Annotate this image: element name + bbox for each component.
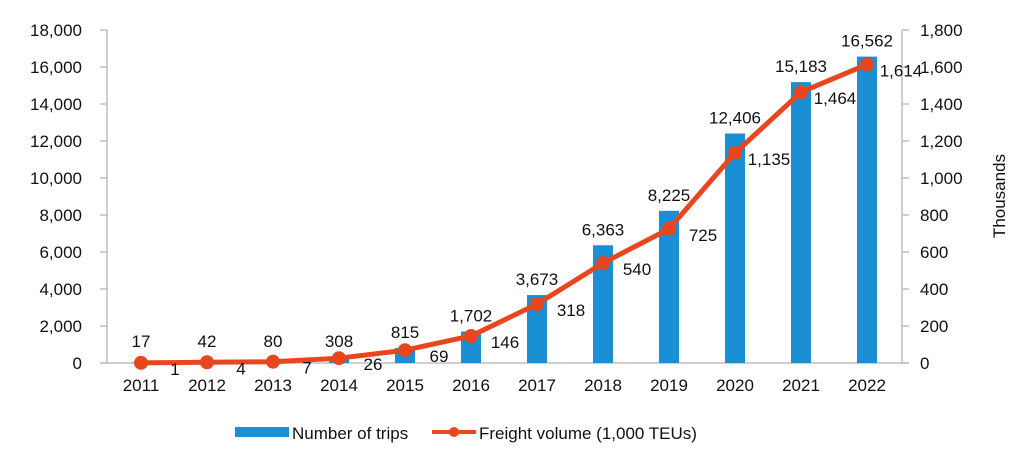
bar: [791, 82, 811, 363]
bar-data-label: 15,183: [775, 57, 827, 76]
freight-marker: [530, 297, 544, 312]
y-tick-label: 18,000: [30, 21, 82, 40]
y2-axis-title: Thousands: [990, 154, 1009, 238]
line-data-label: 26: [364, 355, 383, 374]
y-tick-label: 6,000: [39, 243, 82, 262]
line-data-label: 1,135: [748, 150, 791, 169]
y2-tick-label: 1,200: [920, 132, 963, 151]
legend-swatch-trips: [235, 427, 289, 437]
x-tick-label: 2019: [650, 376, 688, 395]
freight-marker: [200, 355, 214, 370]
bar-data-label: 3,673: [516, 270, 559, 289]
data-labels: 17 42 80 308 8151,7023,6736,3638,22512,40615…: [132, 32, 923, 379]
y2-tick-label: 1,000: [920, 169, 963, 188]
freight-marker: [596, 256, 610, 271]
bar-data-label: 8,225: [648, 186, 691, 205]
y2-tick-label: 800: [920, 206, 948, 225]
legend-label-trips: Number of trips: [292, 424, 408, 443]
y2-tick-label: 1,800: [920, 21, 963, 40]
y-tick-label: 4,000: [39, 280, 82, 299]
legend-label-freight: Freight volume (1,000 TEUs): [479, 424, 697, 443]
y2-tick-label: 1,400: [920, 95, 963, 114]
x-tick-label: 2014: [320, 376, 358, 395]
legend-swatch-freight-marker: [449, 427, 459, 437]
line-data-label: 1: [170, 360, 179, 379]
line-data-label: 4: [236, 359, 245, 378]
freight-marker: [662, 221, 676, 236]
line-data-label: 7: [302, 359, 311, 378]
freight-marker: [728, 146, 742, 161]
x-tick-label: 2016: [452, 376, 490, 395]
y2-tick-label: 200: [920, 317, 948, 336]
x-tick-label: 2022: [848, 376, 886, 395]
line-data-label: 1,464: [814, 89, 857, 108]
freight-marker: [332, 351, 346, 366]
x-tick-label: 2015: [386, 376, 424, 395]
x-tick-label: 2012: [188, 376, 226, 395]
bar-data-label: 12,406: [709, 108, 761, 127]
bar: [659, 210, 679, 363]
bar-data-label: 6,363: [582, 220, 625, 239]
y-tick-label: 14,000: [30, 95, 82, 114]
bar: [857, 56, 877, 364]
y2-tick-label: 0: [920, 354, 929, 373]
line-data-label: 1,614: [880, 61, 923, 80]
x-tick-label: 2021: [782, 376, 820, 395]
x-tick-label: 2017: [518, 376, 556, 395]
freight-marker: [134, 355, 148, 370]
y2-tick-label: 400: [920, 280, 948, 299]
y-tick-label: 12,000: [30, 132, 82, 151]
freight-marker: [266, 354, 280, 369]
bar: [725, 133, 745, 363]
line-data-label: 69: [430, 347, 449, 366]
bar: [593, 245, 613, 363]
line-data-label: 540: [623, 260, 651, 279]
x-tick-label: 2011: [123, 376, 160, 395]
bar-data-label: 42: [198, 332, 217, 351]
x-tick-label: 2020: [716, 376, 754, 395]
axes: 0 2,000 4,000 6,000 8,000 10,000 12,000 14,000 1…: [30, 21, 963, 395]
freight-line: [140, 62, 868, 366]
y2-tick-label: 600: [920, 243, 948, 262]
line-series: [134, 57, 874, 370]
bar: [527, 295, 547, 363]
bar-data-label: 17: [132, 332, 151, 351]
y-tick-label: 0: [73, 354, 82, 373]
bar-data-label: 308: [325, 332, 353, 351]
y-tick-label: 8,000: [39, 206, 82, 225]
freight-marker: [794, 85, 808, 100]
bar-data-label: 80: [264, 332, 283, 351]
freight-marker: [860, 57, 874, 72]
freight-marker: [464, 328, 478, 343]
y-tick-label: 2,000: [39, 317, 82, 336]
line-data-label: 146: [491, 333, 519, 352]
line-data-label: 725: [689, 226, 717, 245]
legend: Number of trips Freight volume (1,000 TE…: [235, 424, 697, 443]
bar-data-label: 815: [391, 323, 419, 342]
bar-data-label: 16,562: [841, 32, 893, 51]
x-tick-label: 2018: [584, 376, 622, 395]
bar-data-label: 1,702: [450, 307, 493, 326]
freight-marker: [398, 343, 412, 358]
y-tick-label: 10,000: [30, 169, 82, 188]
line-data-label: 318: [557, 301, 585, 320]
y-tick-label: 16,000: [30, 58, 82, 77]
y2-tick-label: 1,600: [920, 58, 963, 77]
bars: [131, 56, 877, 364]
x-tick-label: 2013: [254, 376, 292, 395]
